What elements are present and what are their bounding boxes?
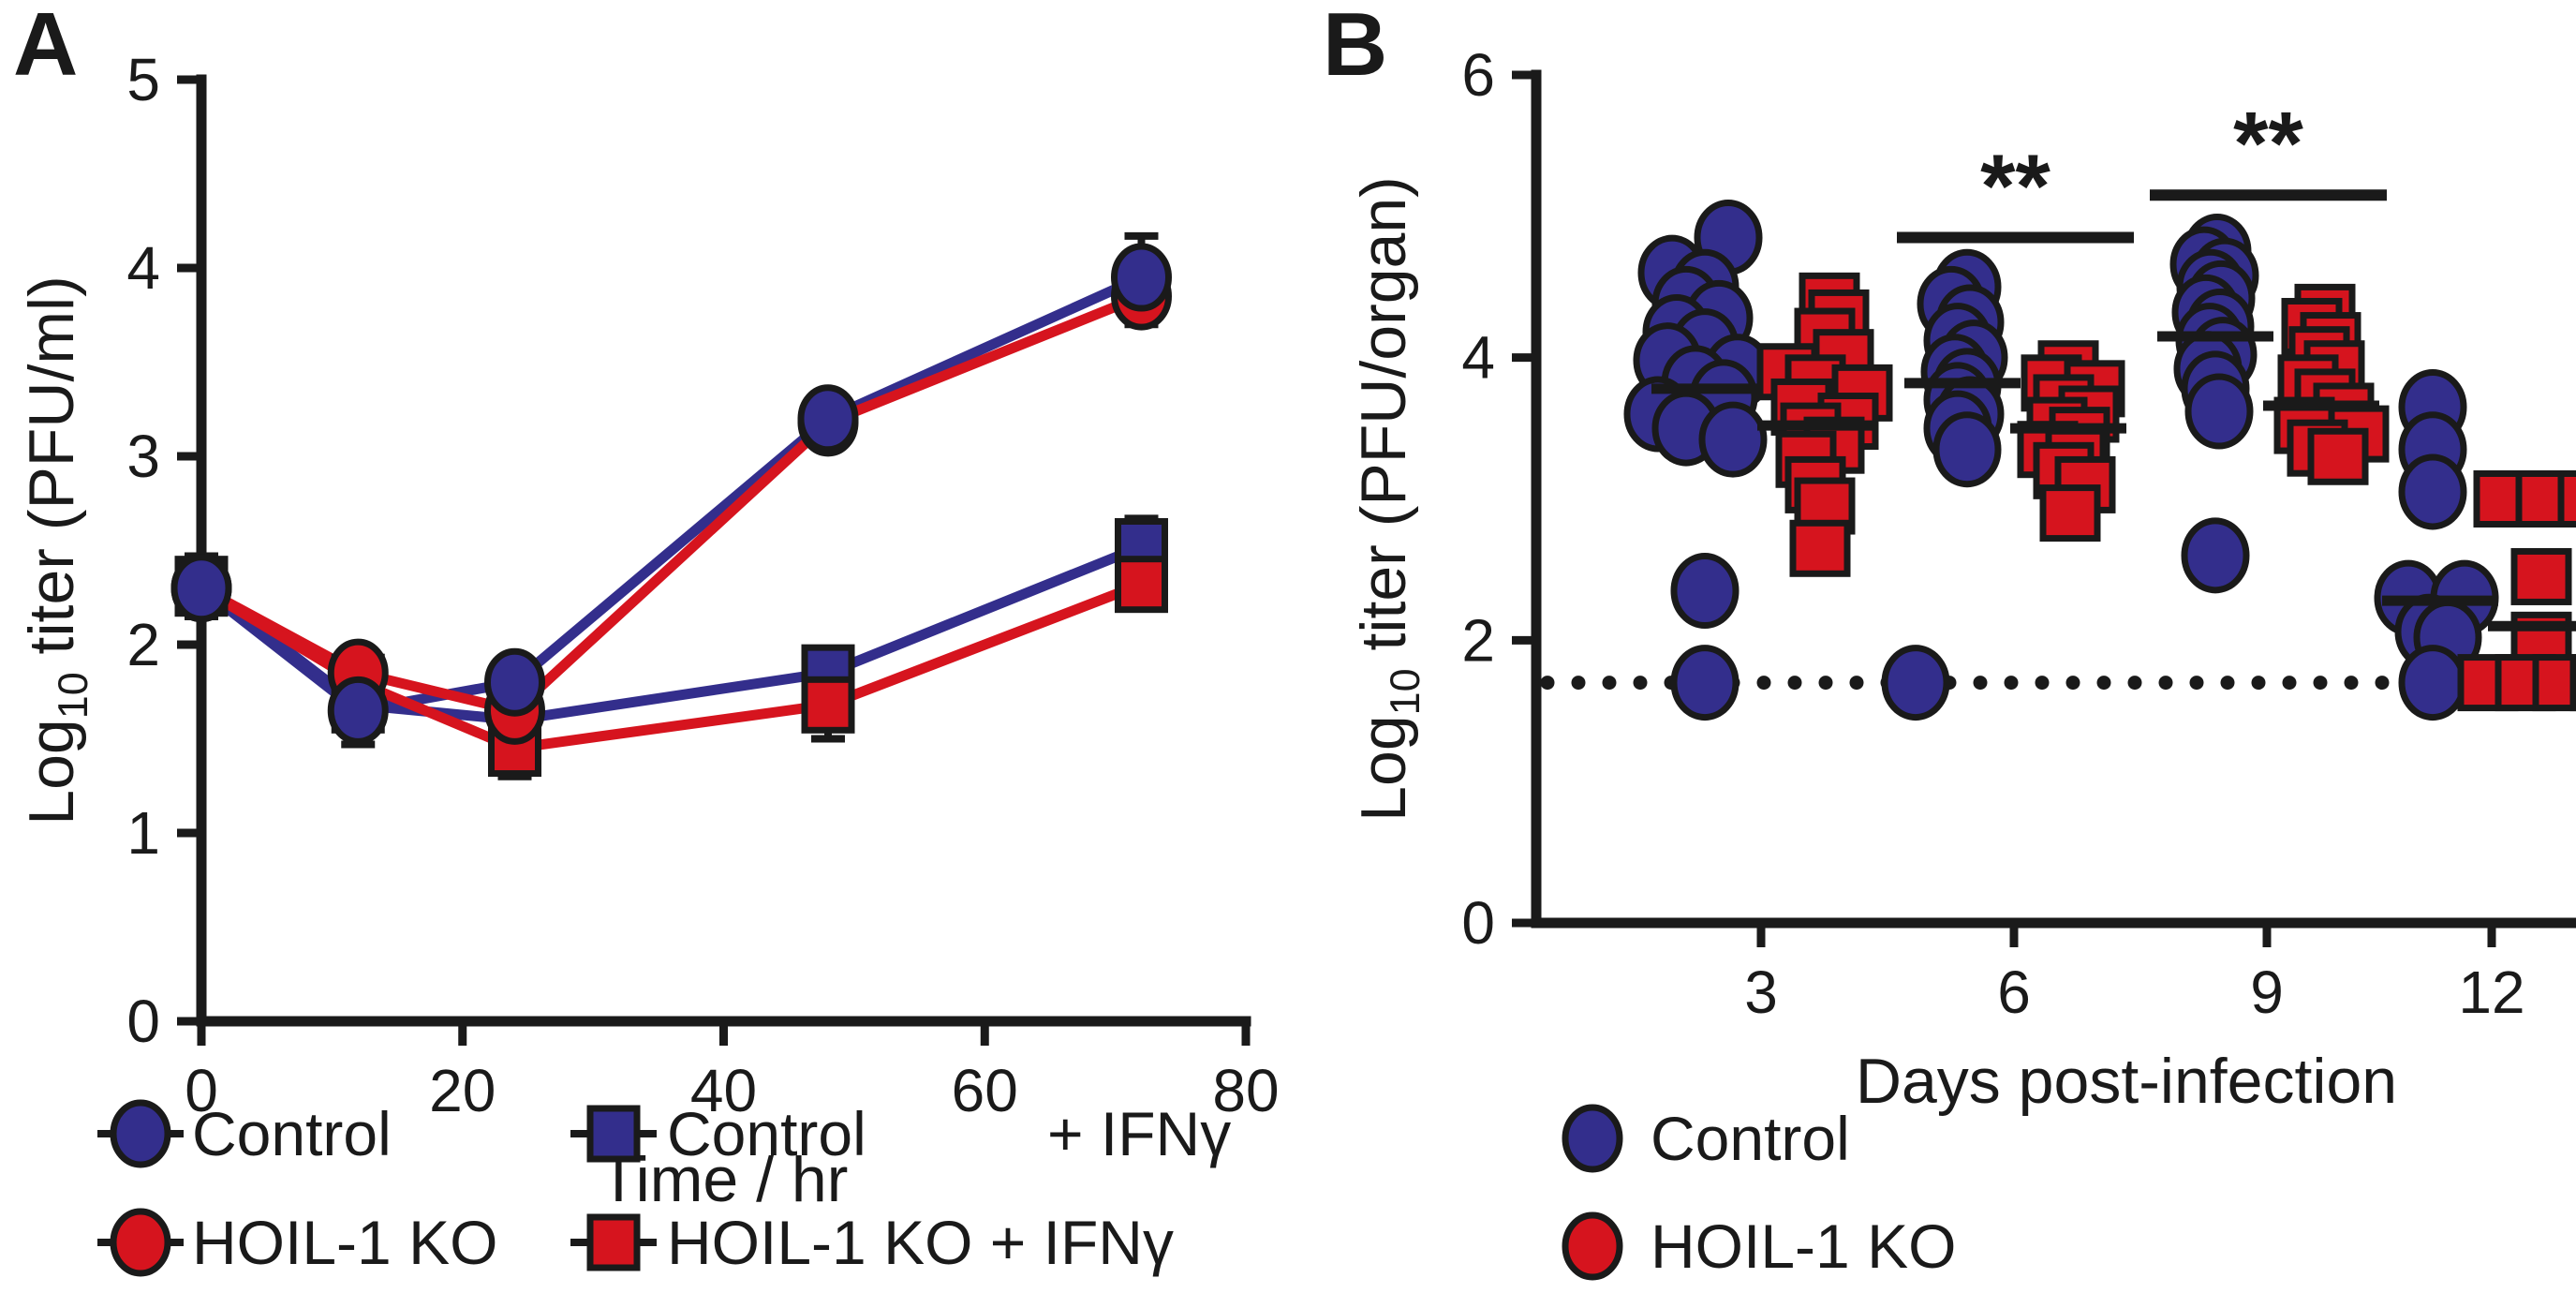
y-tick-label: 0 xyxy=(126,988,160,1055)
data-point-circle xyxy=(2398,645,2467,721)
legend-square-icon xyxy=(586,1105,641,1163)
legend-circle-icon xyxy=(110,1099,171,1168)
detection-limit-dot xyxy=(2282,676,2297,691)
legend-circle-icon xyxy=(110,1208,171,1277)
detection-limit-dot xyxy=(2127,676,2142,691)
legend-label: HOIL-1 KO xyxy=(192,1208,497,1277)
panel-a-chart: 0 20 40 60 80 0 1 2 3 4 5 Time / hr Log10 titer (PFU… xyxy=(16,46,1280,1277)
detection-limit-dot xyxy=(2251,676,2266,691)
cluster-hoil-1-ko-day12 xyxy=(2457,470,2576,712)
panel-b-plot: 3 6 9 12 0 2 4 6 Days post-infection Log10 titer … xyxy=(1348,41,2576,1117)
detection-limit-dot xyxy=(2158,676,2173,691)
legend-label: Control xyxy=(192,1099,392,1168)
y-tick-label: 0 xyxy=(1461,889,1495,957)
cluster-hoil-1-ko-day6 xyxy=(2010,340,2126,542)
data-point-circle xyxy=(170,554,232,623)
cluster-control-day12 xyxy=(2374,368,2499,721)
detection-limit-dot xyxy=(2220,676,2235,691)
data-point-circle xyxy=(2398,453,2467,530)
y-tick-label: 2 xyxy=(126,611,160,678)
data-point-square xyxy=(2510,547,2572,605)
detection-limit-dot xyxy=(1633,676,1648,691)
detection-limit-dot xyxy=(2065,676,2080,691)
data-point-square xyxy=(1115,556,1168,614)
y-axis-title: Log10 titer (PFU/ml) xyxy=(16,275,96,825)
detection-limit-dot xyxy=(2313,676,2328,691)
x-tick-label: 3 xyxy=(1744,959,1778,1026)
legend-square-icon xyxy=(586,1213,641,1271)
legend-label-tail: + IFNγ xyxy=(1047,1099,1231,1168)
data-point-square xyxy=(2532,654,2576,712)
y-axis-title: Log10 titer (PFU/organ) xyxy=(1348,176,1429,822)
panel-a-label: A xyxy=(13,0,79,95)
x-tick-label: 9 xyxy=(2250,959,2284,1026)
x-axis-title: Time / hr xyxy=(600,1144,849,1215)
legend-label: HOIL-1 KO xyxy=(1651,1211,1956,1281)
panel-b-chart: 3 6 9 12 0 2 4 6 Days post-infection Log10 titer … xyxy=(1348,41,2576,1281)
x-tick-label: 60 xyxy=(952,1057,1018,1124)
detection-limit-dot xyxy=(1818,676,1833,691)
y-tick-label: 4 xyxy=(126,234,160,302)
data-point-square xyxy=(1789,519,1851,577)
cluster-control-day3 xyxy=(1623,199,1772,721)
y-tick-label: 4 xyxy=(1461,324,1495,392)
data-point-circle xyxy=(1670,553,1740,630)
panel-a-plot: 0 20 40 60 80 0 1 2 3 4 5 Time / hr Log10 titer (PFU… xyxy=(16,46,1280,1215)
cluster-hoil-1-ko-day3 xyxy=(1756,272,1893,577)
detection-limit-dot xyxy=(2096,676,2111,691)
significance-stars: ** xyxy=(1980,136,2050,236)
data-point-circle xyxy=(2184,373,2254,450)
data-point-circle xyxy=(484,647,545,717)
detection-limit-dot xyxy=(2375,676,2390,691)
legend-label: HOIL-1 KO + IFNγ xyxy=(667,1208,1174,1277)
detection-limit-dot xyxy=(1540,676,1555,691)
detection-limit-dot xyxy=(2004,676,2019,691)
legend-label: Control xyxy=(667,1099,866,1168)
data-point-square xyxy=(801,676,855,734)
y-tick-label: 1 xyxy=(126,799,160,867)
y-tick-label: 6 xyxy=(1461,41,1495,109)
data-point-square xyxy=(2569,654,2576,712)
data-point-square xyxy=(2557,470,2576,528)
significance-stars: ** xyxy=(2233,94,2303,194)
detection-limit-dot xyxy=(2035,676,2050,691)
x-tick-label: 40 xyxy=(690,1057,757,1124)
legend-circle-icon xyxy=(1562,1211,1623,1281)
data-point-circle xyxy=(327,676,389,745)
detection-limit-dot xyxy=(1571,676,1586,691)
detection-limit-dot xyxy=(1973,676,1988,691)
detection-limit-dot xyxy=(2344,676,2359,691)
detection-limit-dot xyxy=(1602,676,1617,691)
x-tick-label: 0 xyxy=(185,1057,218,1124)
data-point-circle xyxy=(797,384,859,453)
y-tick-label: 2 xyxy=(1461,606,1495,674)
data-point-circle xyxy=(1670,645,1740,721)
detection-limit-dot xyxy=(1756,676,1771,691)
data-point-circle xyxy=(1932,411,2002,488)
cluster-control-day6 xyxy=(1881,248,2021,721)
x-tick-label: 20 xyxy=(429,1057,496,1124)
data-point-square xyxy=(2039,484,2101,542)
x-tick-label: 80 xyxy=(1212,1057,1279,1124)
y-tick-label: 5 xyxy=(126,46,160,113)
x-tick-label: 6 xyxy=(1997,959,2031,1026)
x-axis-title: Days post-infection xyxy=(1856,1046,2397,1117)
data-point-circle xyxy=(1881,645,1950,721)
y-tick-label: 3 xyxy=(126,423,160,490)
x-tick-label: 12 xyxy=(2458,959,2524,1026)
legend-circle-icon xyxy=(1562,1104,1623,1173)
cluster-hoil-1-ko-day9 xyxy=(2263,283,2390,485)
panel-b-label: B xyxy=(1323,0,1388,95)
data-point-circle xyxy=(1111,243,1172,312)
legend-label: Control xyxy=(1651,1104,1850,1173)
detection-limit-dot xyxy=(1787,676,1802,691)
detection-limit-dot xyxy=(2189,676,2204,691)
panel-b-legend: Control HOIL-1 KO xyxy=(1562,1104,1956,1281)
data-point-square xyxy=(2307,427,2369,485)
data-point-circle xyxy=(1698,401,1768,478)
data-point-circle xyxy=(2181,517,2250,594)
panel-a-legend: Control Control + IFNγ HOIL-1 KO HOIL-1 KO +… xyxy=(97,1099,1231,1277)
cluster-control-day9 xyxy=(2157,214,2273,594)
detection-limit-dot xyxy=(1849,676,1864,691)
